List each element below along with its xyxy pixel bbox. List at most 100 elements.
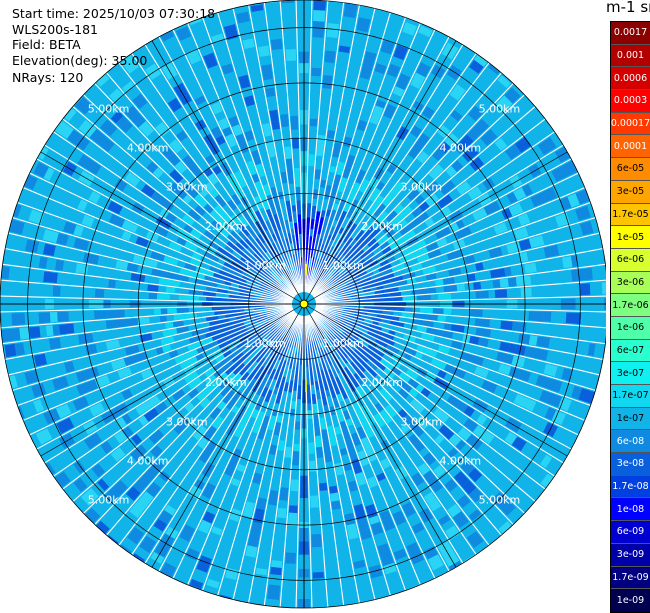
range-gate xyxy=(168,350,179,359)
range-gate xyxy=(100,441,113,454)
range-gate xyxy=(268,490,279,506)
range-gate xyxy=(265,220,275,236)
range-gate xyxy=(318,125,327,136)
range-gate xyxy=(248,197,259,213)
range-gate xyxy=(139,535,157,554)
range-gate xyxy=(282,602,295,608)
range-gate xyxy=(273,535,285,550)
range-gate xyxy=(152,167,164,179)
range-gate xyxy=(322,518,333,529)
range-gate xyxy=(423,491,437,506)
range-gate xyxy=(328,321,339,330)
range-gate xyxy=(408,250,421,260)
ray-gap xyxy=(53,310,295,477)
range-gate xyxy=(224,567,239,581)
range-gate xyxy=(419,307,433,314)
range-gate xyxy=(161,344,172,353)
range-gate xyxy=(475,495,491,511)
ray-gap xyxy=(44,144,295,299)
range-gate xyxy=(223,261,235,270)
range-gate xyxy=(268,332,276,340)
range-gate xyxy=(188,289,204,296)
range-gate xyxy=(238,379,251,394)
range-gate xyxy=(156,388,173,402)
range-gate xyxy=(332,508,344,524)
range-gate xyxy=(360,314,372,320)
range-gate xyxy=(253,371,262,381)
range-gate xyxy=(281,284,288,290)
ray-gap xyxy=(315,279,606,304)
range-gate xyxy=(263,78,275,89)
range-gate xyxy=(548,378,563,393)
range-gate xyxy=(240,413,250,425)
ray-gap xyxy=(309,313,464,564)
range-gate xyxy=(356,377,364,386)
range-gate xyxy=(392,193,405,205)
range-gate xyxy=(163,464,176,477)
range-ring-label: 4.00km xyxy=(127,454,169,467)
range-gate xyxy=(576,341,590,355)
range-gate xyxy=(145,258,158,268)
range-gate xyxy=(107,200,123,215)
range-gate xyxy=(182,442,194,453)
range-gate xyxy=(91,501,107,517)
range-gate xyxy=(157,452,171,466)
range-gate xyxy=(156,436,172,452)
range-gate xyxy=(307,418,314,434)
range-gate xyxy=(352,402,361,412)
range-gate xyxy=(442,277,455,285)
range-gate xyxy=(355,319,370,327)
range-gate xyxy=(333,323,347,332)
range-gate xyxy=(288,183,295,193)
range-gate xyxy=(334,426,342,435)
range-gate xyxy=(484,159,501,175)
range-gate xyxy=(55,403,72,419)
range-gate xyxy=(218,314,226,320)
range-gate xyxy=(392,442,404,455)
range-gate xyxy=(285,49,297,62)
range-gate xyxy=(127,335,142,345)
range-gate xyxy=(49,311,58,323)
range-gate xyxy=(336,240,346,254)
range-gate xyxy=(270,325,278,332)
range-gate xyxy=(53,389,72,405)
range-gate xyxy=(402,21,418,36)
range-gate xyxy=(379,409,393,425)
range-gate xyxy=(343,295,351,299)
range-gate xyxy=(324,449,333,463)
range-gate xyxy=(564,340,579,353)
range-gate xyxy=(239,328,248,334)
range-gate xyxy=(562,256,573,269)
range-gate xyxy=(381,279,391,285)
range-gate xyxy=(196,317,207,324)
range-gate xyxy=(550,244,560,257)
range-gate xyxy=(363,305,376,310)
range-gate xyxy=(163,36,178,48)
range-gate xyxy=(97,221,108,232)
range-gate xyxy=(74,96,93,115)
range-gate xyxy=(343,347,353,358)
range-gate xyxy=(145,348,158,359)
range-gate xyxy=(199,296,207,301)
ray-gap xyxy=(305,315,345,606)
range-gate xyxy=(527,107,545,125)
range-gate xyxy=(16,268,32,281)
range-gate xyxy=(141,510,156,525)
range-gate xyxy=(393,203,405,215)
range-gate xyxy=(176,148,189,160)
range-gate xyxy=(376,472,386,482)
range-gate xyxy=(88,445,107,463)
range-gate xyxy=(196,312,208,318)
range-gate xyxy=(380,39,395,55)
range-gate xyxy=(230,477,241,487)
range-gate xyxy=(506,192,518,204)
range-gate xyxy=(219,587,234,598)
range-gate xyxy=(262,122,272,137)
range-gate xyxy=(161,367,175,379)
range-gate xyxy=(248,482,260,497)
range-gate xyxy=(289,491,298,506)
range-gate xyxy=(246,312,259,318)
range-gate xyxy=(276,235,285,250)
range-gate xyxy=(504,162,518,177)
range-gate xyxy=(466,263,477,273)
